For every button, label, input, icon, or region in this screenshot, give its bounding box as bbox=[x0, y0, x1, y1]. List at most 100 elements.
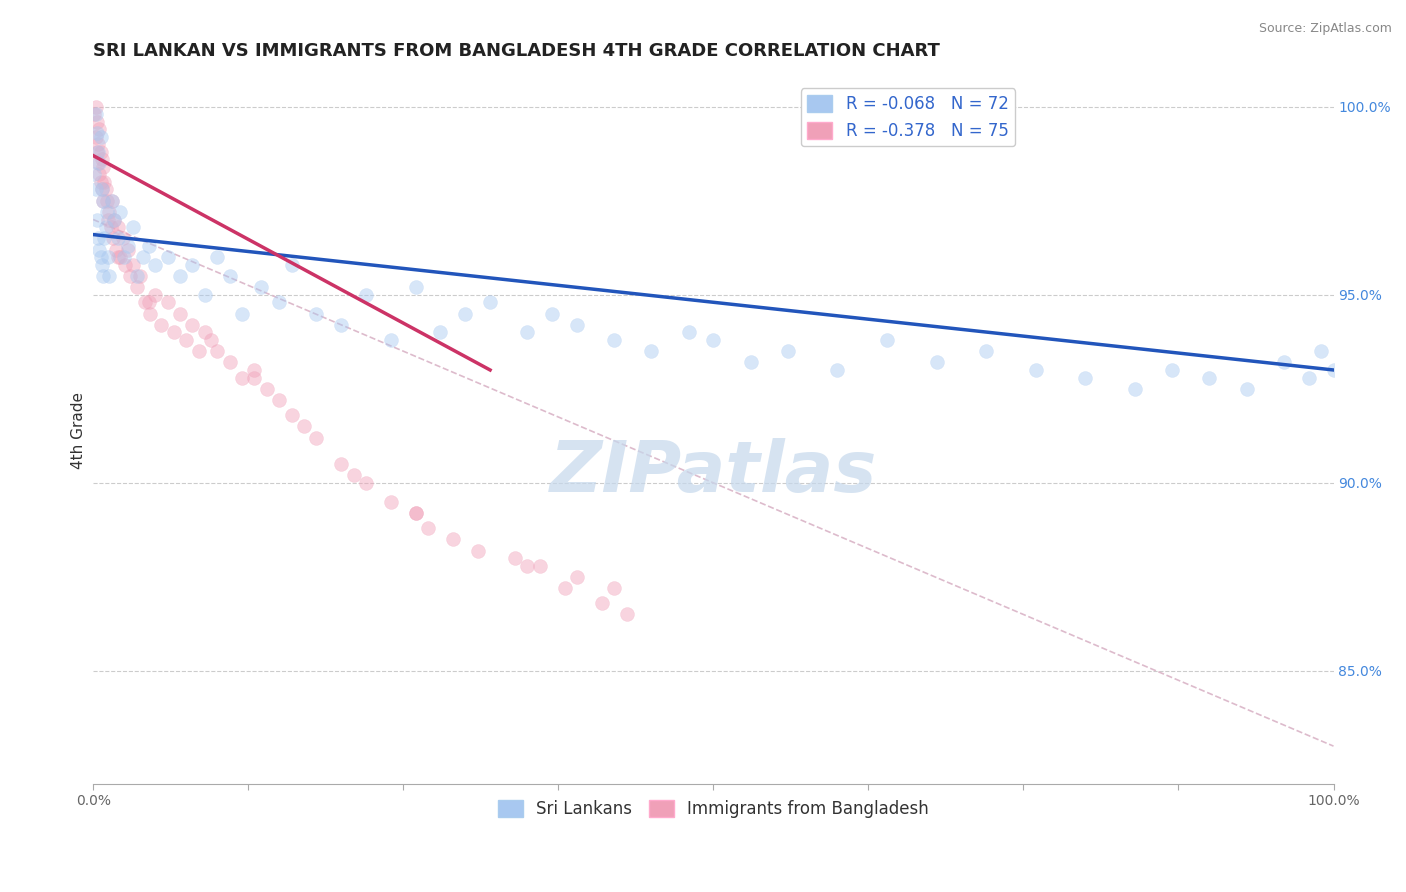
Point bbox=[467, 543, 489, 558]
Point bbox=[107, 250, 129, 264]
Point bbox=[1272, 355, 1295, 369]
Point bbox=[640, 344, 662, 359]
Point bbox=[101, 231, 124, 245]
Point bbox=[405, 506, 427, 520]
Point bbox=[205, 250, 228, 264]
Point bbox=[129, 268, 152, 283]
Point bbox=[89, 156, 111, 170]
Point bbox=[87, 145, 110, 159]
Point bbox=[103, 212, 125, 227]
Point bbox=[256, 382, 278, 396]
Point bbox=[139, 307, 162, 321]
Point bbox=[96, 205, 118, 219]
Point bbox=[541, 307, 564, 321]
Point bbox=[280, 408, 302, 422]
Point bbox=[243, 363, 266, 377]
Point bbox=[90, 129, 112, 144]
Point bbox=[117, 243, 139, 257]
Point bbox=[249, 280, 271, 294]
Point bbox=[1123, 382, 1146, 396]
Point bbox=[93, 175, 115, 189]
Point bbox=[111, 231, 134, 245]
Point bbox=[97, 250, 120, 264]
Point bbox=[603, 581, 626, 595]
Point bbox=[122, 258, 145, 272]
Y-axis label: 4th Grade: 4th Grade bbox=[72, 392, 86, 468]
Point bbox=[194, 326, 217, 340]
Point bbox=[200, 333, 222, 347]
Point bbox=[103, 212, 125, 227]
Point bbox=[163, 326, 186, 340]
Text: SRI LANKAN VS IMMIGRANTS FROM BANGLADESH 4TH GRADE CORRELATION CHART: SRI LANKAN VS IMMIGRANTS FROM BANGLADESH… bbox=[93, 42, 941, 60]
Point bbox=[125, 280, 148, 294]
Point bbox=[84, 100, 107, 114]
Point bbox=[343, 468, 366, 483]
Point bbox=[143, 287, 166, 301]
Point bbox=[86, 126, 108, 140]
Point bbox=[1322, 363, 1344, 377]
Point bbox=[100, 220, 122, 235]
Point bbox=[125, 268, 148, 283]
Point bbox=[120, 268, 142, 283]
Point bbox=[84, 129, 107, 144]
Point bbox=[86, 145, 108, 159]
Point bbox=[194, 287, 217, 301]
Point bbox=[416, 521, 439, 535]
Point bbox=[565, 318, 588, 332]
Point bbox=[405, 280, 427, 294]
Point bbox=[827, 363, 849, 377]
Point bbox=[91, 160, 114, 174]
Point bbox=[1025, 363, 1047, 377]
Point bbox=[503, 551, 526, 566]
Point bbox=[616, 607, 638, 622]
Point bbox=[150, 318, 173, 332]
Point bbox=[305, 431, 328, 445]
Point bbox=[89, 122, 111, 136]
Point bbox=[702, 333, 724, 347]
Point bbox=[1161, 363, 1184, 377]
Point bbox=[565, 570, 588, 584]
Point bbox=[554, 581, 576, 595]
Point bbox=[269, 295, 291, 310]
Point bbox=[243, 370, 266, 384]
Point bbox=[96, 194, 118, 208]
Point bbox=[117, 239, 139, 253]
Point bbox=[479, 295, 502, 310]
Point bbox=[86, 212, 108, 227]
Point bbox=[354, 287, 377, 301]
Point bbox=[925, 355, 948, 369]
Point bbox=[181, 258, 204, 272]
Point bbox=[156, 250, 179, 264]
Point bbox=[122, 220, 145, 235]
Point bbox=[187, 344, 209, 359]
Point bbox=[87, 137, 110, 152]
Point bbox=[529, 558, 551, 573]
Point bbox=[454, 307, 477, 321]
Point bbox=[138, 239, 160, 253]
Point bbox=[1074, 370, 1097, 384]
Point bbox=[876, 333, 898, 347]
Point bbox=[1198, 370, 1220, 384]
Point bbox=[90, 182, 112, 196]
Point bbox=[93, 231, 115, 245]
Point bbox=[91, 268, 114, 283]
Point bbox=[104, 243, 127, 257]
Point bbox=[83, 168, 105, 182]
Point bbox=[84, 182, 107, 196]
Point bbox=[305, 307, 328, 321]
Point bbox=[603, 333, 626, 347]
Point bbox=[974, 344, 997, 359]
Point bbox=[101, 194, 124, 208]
Point bbox=[169, 268, 191, 283]
Point bbox=[84, 107, 107, 121]
Point bbox=[110, 205, 132, 219]
Point bbox=[91, 194, 114, 208]
Point bbox=[90, 182, 112, 196]
Point bbox=[89, 243, 111, 257]
Point bbox=[87, 231, 110, 245]
Point bbox=[90, 153, 112, 167]
Point bbox=[94, 220, 117, 235]
Point bbox=[776, 344, 799, 359]
Point bbox=[231, 307, 253, 321]
Point bbox=[330, 318, 353, 332]
